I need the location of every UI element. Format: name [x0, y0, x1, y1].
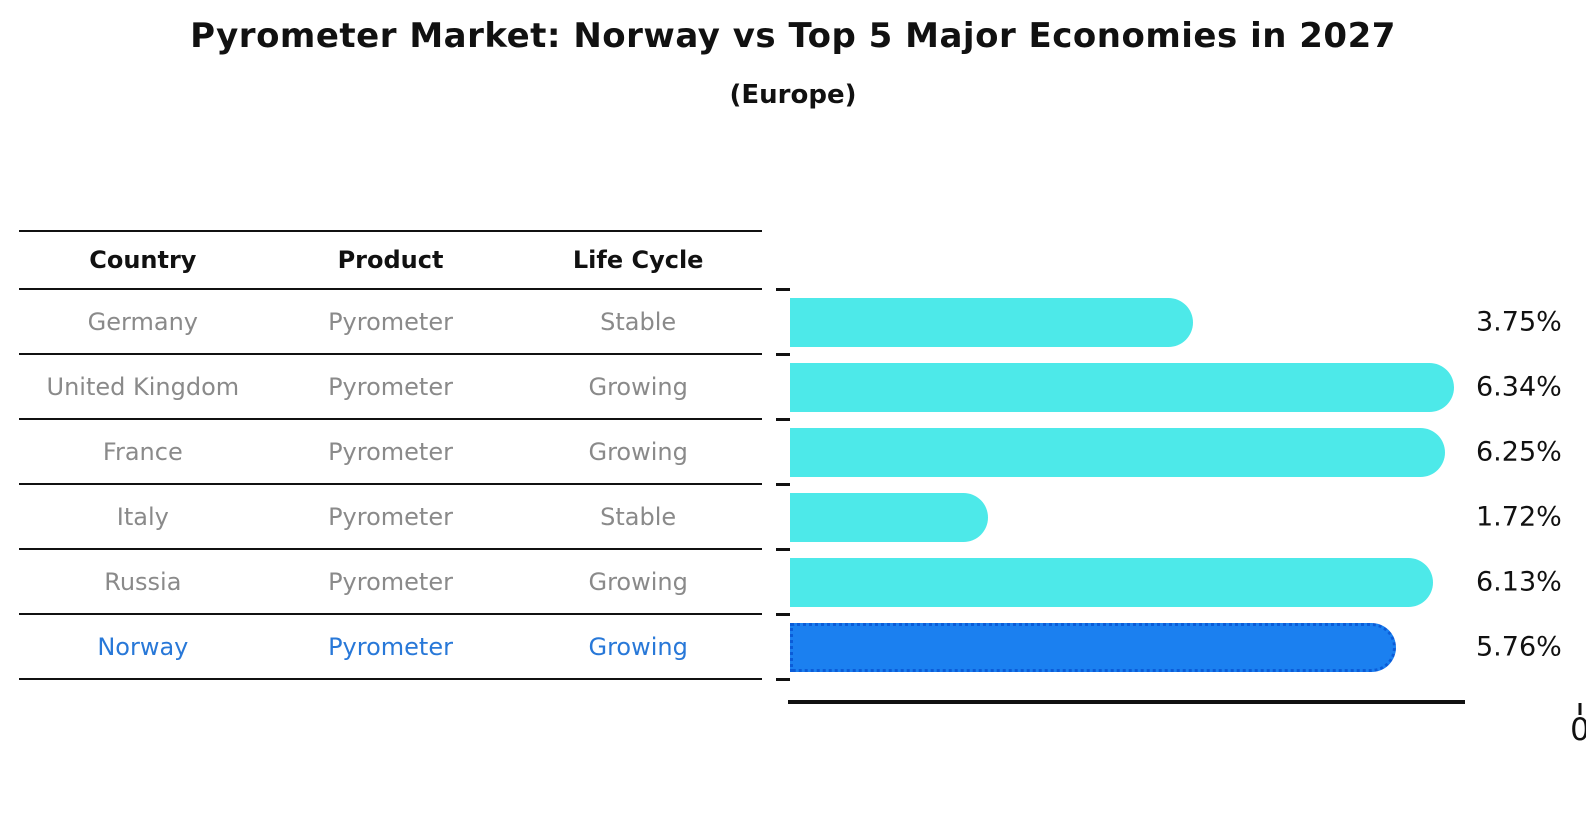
page-title: Pyrometer Market: Norway vs Top 5 Major … — [190, 16, 1396, 56]
x-axis-tick — [1578, 703, 1582, 715]
table-row-france: France Pyrometer Growing — [19, 420, 762, 485]
column-header-country: Country — [89, 246, 197, 274]
cell-product: Pyrometer — [328, 632, 453, 661]
bar-row — [790, 355, 1510, 420]
cell-product: Pyrometer — [328, 567, 453, 596]
y-axis-tick — [776, 548, 790, 551]
bar-value-label: 5.76% — [1476, 631, 1562, 663]
cell-country: United Kingdom — [46, 372, 240, 401]
column-header-product: Product — [337, 246, 444, 274]
cell-life-cycle: Stable — [600, 307, 677, 336]
bar-russia — [790, 558, 1433, 607]
bar-united-kingdom — [790, 363, 1455, 412]
cell-life-cycle: Growing — [588, 372, 688, 401]
cell-product: Pyrometer — [328, 372, 453, 401]
y-axis-tick — [776, 613, 790, 616]
table-header-row: Country Product Life Cycle — [19, 230, 762, 290]
bar-row — [790, 420, 1510, 485]
cell-product: Pyrometer — [328, 307, 453, 336]
cell-life-cycle: Stable — [600, 502, 677, 531]
bar-row — [790, 485, 1510, 550]
y-axis-tick — [776, 483, 790, 486]
y-axis-tick — [776, 288, 790, 291]
bar-value-label: 6.25% — [1476, 436, 1562, 468]
bar-chart-area — [790, 290, 1510, 680]
bar-row — [790, 550, 1510, 615]
bar-france — [790, 428, 1445, 477]
page-subtitle: (Europe) — [729, 80, 857, 110]
cell-country: Russia — [104, 567, 182, 596]
table-row-united-kingdom: United Kingdom Pyrometer Growing — [19, 355, 762, 420]
y-axis-tick — [776, 678, 790, 681]
cell-product: Pyrometer — [328, 502, 453, 531]
bar-norway — [790, 623, 1396, 672]
cell-life-cycle: Growing — [588, 632, 688, 661]
bar-italy — [790, 493, 989, 542]
cell-life-cycle: Growing — [588, 437, 688, 466]
table-row-norway: Norway Pyrometer Growing — [19, 615, 762, 680]
cell-country: France — [102, 437, 183, 466]
bar-row — [790, 290, 1510, 355]
cell-product: Pyrometer — [328, 437, 453, 466]
country-table: Country Product Life Cycle Germany Pyrom… — [19, 230, 762, 680]
cell-country: Norway — [97, 632, 189, 661]
bar-value-label: 1.72% — [1476, 501, 1562, 533]
bar-value-label: 6.34% — [1476, 371, 1562, 403]
bar-value-label: 6.13% — [1476, 566, 1562, 598]
cell-country: Germany — [87, 307, 198, 336]
table-row-germany: Germany Pyrometer Stable — [19, 290, 762, 355]
x-axis-line — [788, 700, 1465, 704]
table-row-italy: Italy Pyrometer Stable — [19, 485, 762, 550]
cell-life-cycle: Growing — [588, 567, 688, 596]
table-row-russia: Russia Pyrometer Growing — [19, 550, 762, 615]
column-header-life-cycle: Life Cycle — [572, 246, 704, 274]
bar-germany — [790, 298, 1193, 347]
y-axis-tick — [776, 353, 790, 356]
bar-row — [790, 615, 1510, 680]
bar-value-label: 3.75% — [1476, 306, 1562, 338]
x-axis-tick-label: 0 — [1570, 712, 1586, 748]
y-axis-tick — [776, 418, 790, 421]
cell-country: Italy — [116, 502, 169, 531]
